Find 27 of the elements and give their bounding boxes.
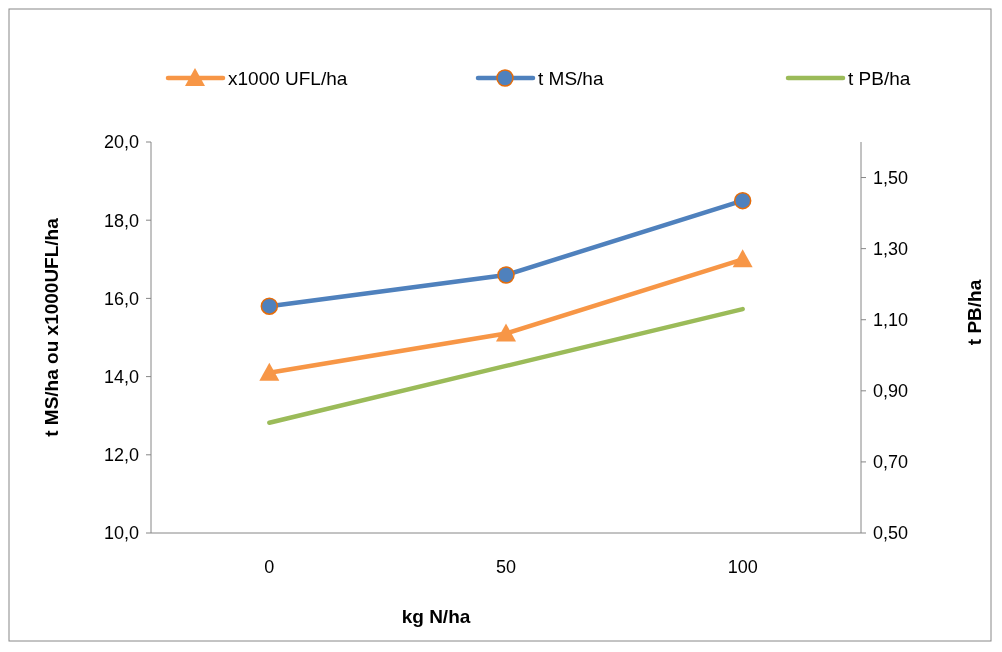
y-tick-label: 10,0 [103, 523, 139, 544]
x-tick-label: 0 [264, 557, 275, 577]
point [497, 266, 515, 284]
y2-axis-title: t PB/ha [964, 279, 985, 346]
y2-tick-label: 0,50 [873, 523, 909, 544]
y2-tick-label: 1,50 [873, 167, 909, 188]
y-tick-label: 18,0 [103, 210, 139, 231]
x-axis-title: kg N/ha [401, 606, 471, 627]
point [259, 362, 280, 381]
legend-label: x1000 UFL/ha [228, 67, 348, 89]
y2-tick-label: 0,70 [873, 452, 909, 473]
y2-tick-label: 0,90 [873, 381, 909, 402]
y-tick-label: 20,0 [103, 132, 139, 153]
y-tick-label: 14,0 [103, 366, 139, 387]
point [732, 249, 753, 268]
legend-label: t MS/ha [538, 67, 604, 89]
y-tick-label: 12,0 [103, 445, 139, 466]
point [733, 191, 752, 210]
x-tick-label: 50 [495, 557, 517, 577]
legend-label: t PB/ha [848, 67, 911, 89]
point [260, 297, 279, 315]
y-tick-label: 16,0 [103, 288, 139, 309]
y-axis-title: t MS/ha ou x1000UFL/ha [41, 217, 62, 437]
y2-tick-label: 1,10 [873, 310, 909, 331]
point [496, 323, 516, 342]
x-tick-label: 100 [727, 557, 758, 577]
y2-tick-label: 1,30 [873, 238, 909, 259]
